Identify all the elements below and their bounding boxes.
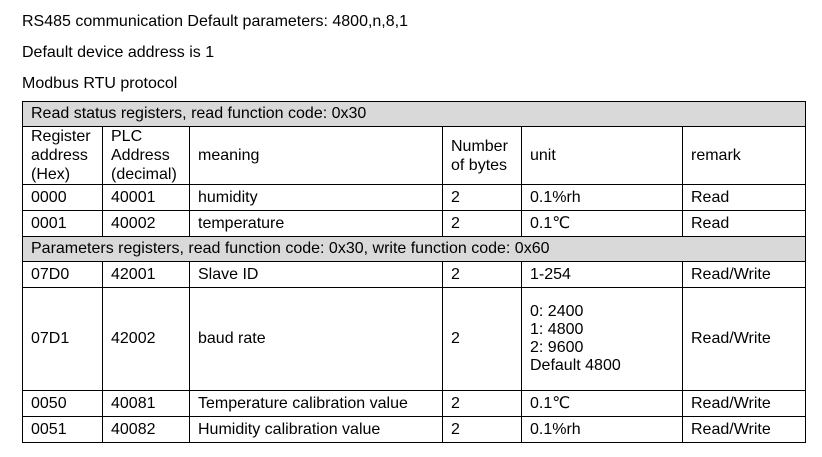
cell-hex: 0001: [22, 210, 103, 237]
baud-option: 1: 4800: [530, 321, 584, 338]
section-status-header: Read status registers, read function cod…: [21, 101, 807, 127]
cell-hex: 0000: [22, 184, 103, 211]
cell-unit: 0.1℃: [521, 390, 683, 417]
cell-plc: 40082: [102, 416, 190, 443]
cell-bytes: 2: [442, 261, 522, 288]
comm-params-text: RS485 communication Default parameters: …: [22, 13, 408, 30]
baud-default: Default 4800: [530, 357, 621, 374]
cell-plc: 40002: [102, 210, 190, 237]
section-params-title: Parameters registers, read function code…: [21, 236, 807, 262]
cell-hex: 0051: [22, 416, 103, 443]
section-status-title: Read status registers, read function cod…: [21, 101, 807, 127]
cell-remark: Read/Write: [681, 261, 807, 288]
register-table: Read status registers, read function cod…: [21, 101, 807, 443]
column-header-row: Register address (Hex) PLC Address (deci…: [22, 126, 807, 185]
baud-option: 2: 9600: [530, 339, 584, 356]
header-remark: remark: [681, 126, 807, 185]
cell-remark: Read/Write: [681, 287, 807, 391]
table-row: 07D0 42001 Slave ID 2 1-254 Read/Write: [22, 261, 807, 288]
cell-unit: 0.1℃: [521, 210, 683, 237]
device-address-text: Default device address is 1: [22, 44, 215, 61]
cell-meaning: humidity: [189, 184, 443, 211]
cell-remark: Read: [681, 210, 807, 237]
header-meaning: meaning: [189, 126, 443, 185]
cell-meaning: Temperature calibration value: [189, 390, 443, 417]
cell-remark: Read: [681, 184, 807, 211]
cell-hex: 07D0: [22, 261, 103, 288]
cell-meaning: Slave ID: [189, 261, 443, 288]
cell-unit: 1-254: [521, 261, 683, 288]
cell-bytes: 2: [442, 390, 522, 417]
cell-meaning: Humidity calibration value: [189, 416, 443, 443]
cell-remark: Read/Write: [681, 390, 807, 417]
cell-bytes: 2: [442, 210, 522, 237]
cell-hex: 07D1: [22, 287, 103, 391]
cell-unit-options: 0: 2400 1: 4800 2: 9600 Default 4800: [521, 287, 683, 391]
table-row: 0051 40082 Humidity calibration value 2 …: [22, 416, 807, 443]
cell-meaning: temperature: [189, 210, 443, 237]
header-plc-address: PLC Address (decimal): [102, 126, 190, 185]
cell-plc: 40081: [102, 390, 190, 417]
header-bytes: Number of bytes: [442, 126, 522, 185]
cell-meaning: baud rate: [189, 287, 443, 391]
protocol-text: Modbus RTU protocol: [22, 75, 178, 92]
table-row: 0000 40001 humidity 2 0.1%rh Read: [22, 184, 807, 211]
table-row: 07D1 42002 baud rate 2 0: 2400 1: 4800 2…: [22, 287, 807, 391]
cell-remark: Read/Write: [681, 416, 807, 443]
cell-plc: 42001: [102, 261, 190, 288]
cell-plc: 40001: [102, 184, 190, 211]
cell-bytes: 2: [442, 416, 522, 443]
cell-bytes: 2: [442, 287, 522, 391]
baud-option: 0: 2400: [530, 303, 584, 320]
section-params-header: Parameters registers, read function code…: [21, 236, 807, 262]
header-unit: unit: [521, 126, 683, 185]
table-row: 0050 40081 Temperature calibration value…: [22, 390, 807, 417]
cell-unit: 0.1%rh: [521, 184, 683, 211]
cell-plc: 42002: [102, 287, 190, 391]
table-row: 0001 40002 temperature 2 0.1℃ Read: [22, 210, 807, 237]
header-register-address: Register address (Hex): [22, 126, 103, 185]
cell-unit: 0.1%rh: [521, 416, 683, 443]
cell-hex: 0050: [22, 390, 103, 417]
cell-bytes: 2: [442, 184, 522, 211]
